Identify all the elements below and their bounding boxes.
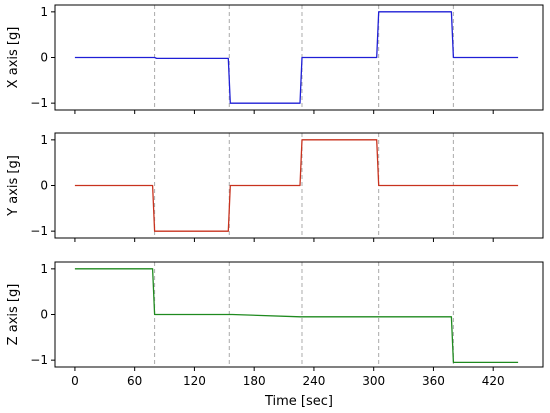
x-tick-label-7: 360	[422, 374, 445, 388]
x-tick-label-3: 120	[183, 374, 206, 388]
series-line-3	[74, 268, 519, 364]
y-tick-label-2-3: −1	[30, 224, 48, 238]
x-tick-label-5: 240	[302, 374, 325, 388]
y-tick-label-1-2: 0	[40, 51, 48, 65]
series-line-1	[74, 11, 519, 104]
x-tick-label-2: 60	[127, 374, 142, 388]
y-tick-label-3-1: 1	[40, 262, 48, 276]
y-tick-label-2-2: 0	[40, 179, 48, 193]
x-tick-label-1: 0	[71, 374, 79, 388]
y-axis-label-3: Z axis [g]	[6, 284, 21, 346]
x-axis-label: Time [sec]	[264, 394, 333, 409]
y-tick-label-1-3: −1	[30, 96, 48, 110]
series-line-2	[74, 139, 519, 232]
y-tick-label-3-3: −1	[30, 353, 48, 367]
x-tick-label-4: 180	[243, 374, 266, 388]
y-tick-label-2-1: 1	[40, 133, 48, 147]
x-tick-label-8: 420	[482, 374, 505, 388]
y-axis-label-1: X axis [g]	[6, 27, 21, 89]
y-axis-label-2: Y axis [g]	[6, 155, 21, 217]
x-tick-label-6: 300	[362, 374, 385, 388]
y-tick-label-3-2: 0	[40, 308, 48, 322]
plot-frame-3	[54, 261, 544, 368]
y-tick-label-1-1: 1	[40, 5, 48, 19]
